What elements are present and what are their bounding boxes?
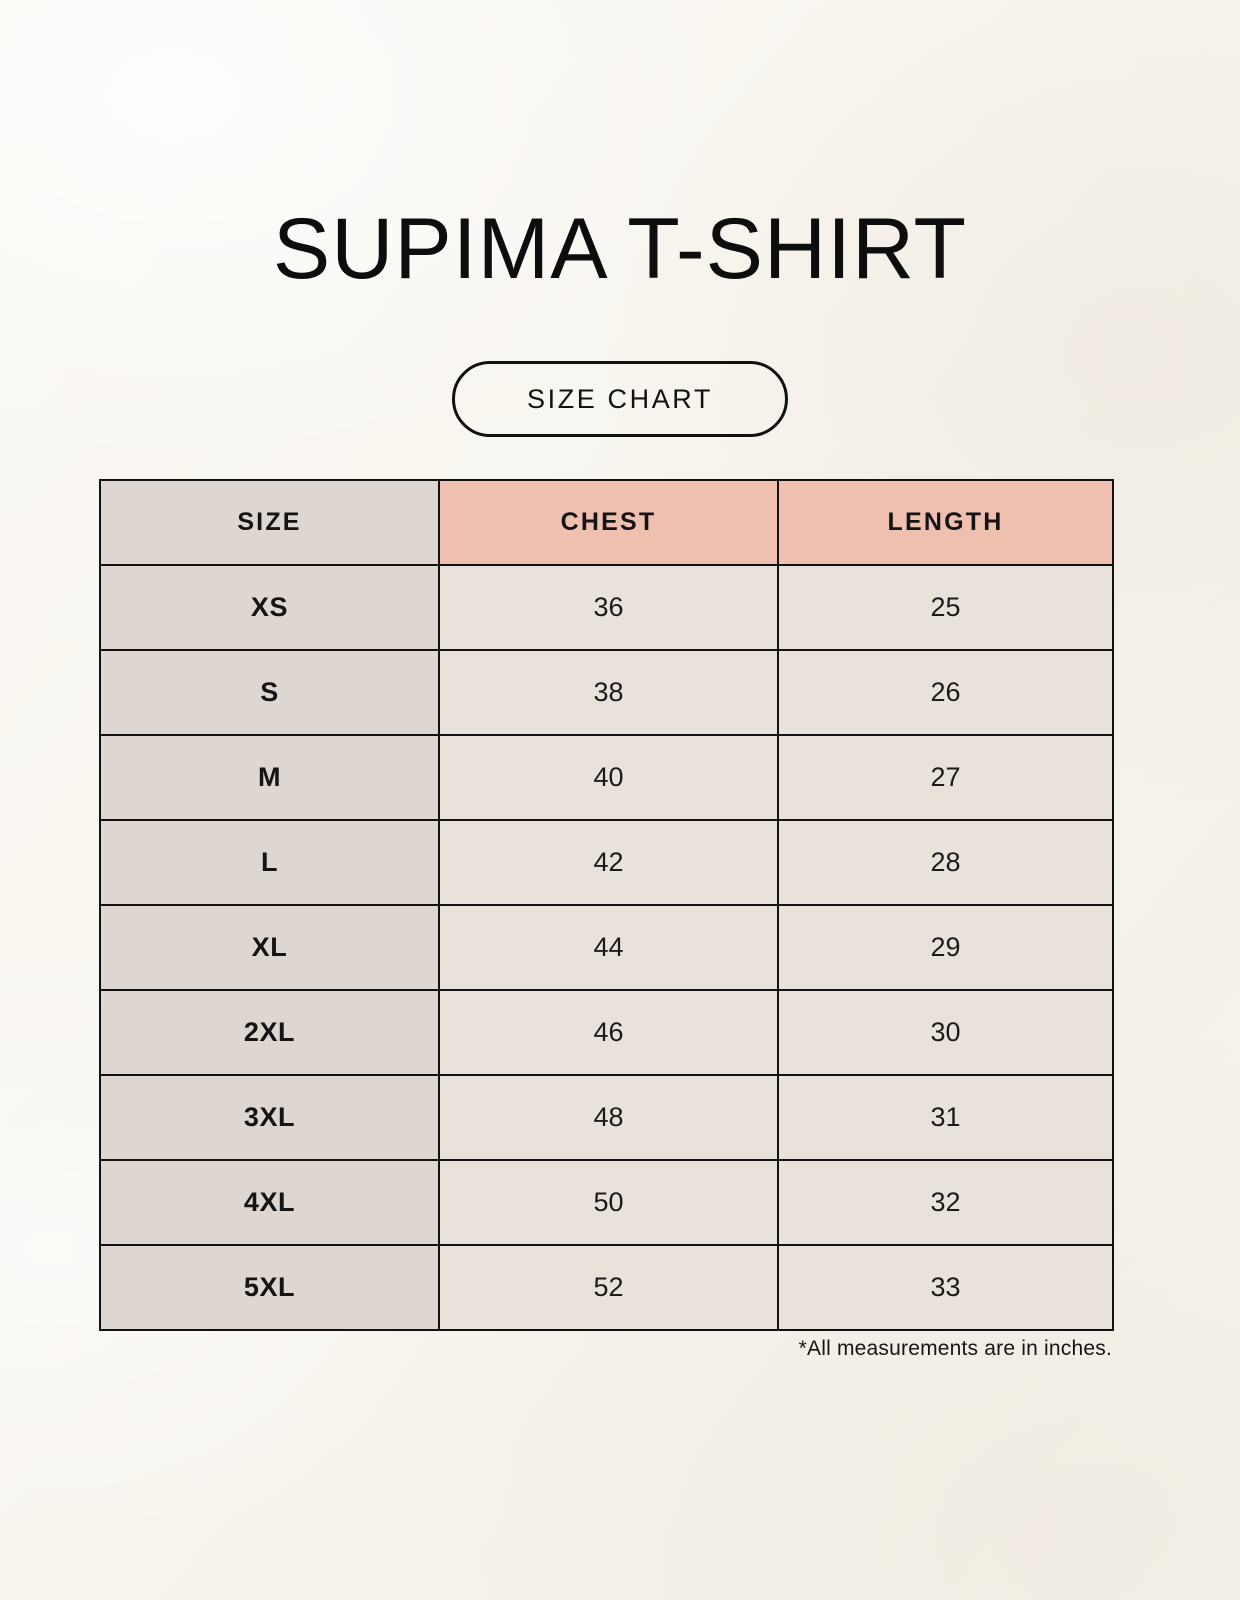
cell-chest: 52 — [438, 1244, 779, 1331]
table-body: XS 36 25 S 38 — [99, 564, 1114, 1331]
column-header-size: SIZE — [99, 479, 440, 566]
size-value: M — [257, 762, 282, 792]
table-row: 5XL 52 33 — [99, 1244, 1114, 1331]
cell-size: 4XL — [99, 1159, 440, 1246]
column-header-length: LENGTH — [777, 479, 1114, 566]
chest-value: 46 — [593, 1017, 624, 1047]
column-header-size-label: SIZE — [237, 508, 302, 536]
cell-size: XL — [99, 904, 440, 991]
length-value: 26 — [930, 677, 961, 707]
column-header-chest-label: CHEST — [560, 508, 657, 536]
table-header: SIZE CHEST LENGTH — [99, 479, 1114, 566]
cell-size: M — [99, 734, 440, 821]
size-table-container: SIZE CHEST LENGTH XS 36 — [99, 479, 1114, 1331]
table-row: 2XL 46 30 — [99, 989, 1114, 1076]
table-row: XL 44 29 — [99, 904, 1114, 991]
size-chart-badge: SIZE CHART — [451, 361, 789, 437]
cell-chest: 36 — [438, 564, 779, 651]
chest-value: 42 — [593, 847, 624, 877]
page-title: SUPIMA T-SHIRT — [272, 201, 968, 297]
chest-value: 48 — [593, 1102, 624, 1132]
size-value: 3XL — [243, 1102, 296, 1132]
cell-length: 33 — [777, 1244, 1114, 1331]
cell-length: 32 — [777, 1159, 1114, 1246]
cell-size: L — [99, 819, 440, 906]
cell-chest: 48 — [438, 1074, 779, 1161]
size-value: XS — [250, 592, 289, 622]
table-row: L 42 28 — [99, 819, 1114, 906]
cell-chest: 38 — [438, 649, 779, 736]
length-value: 31 — [930, 1102, 961, 1132]
cell-size: 2XL — [99, 989, 440, 1076]
cell-size: XS — [99, 564, 440, 651]
cell-chest: 46 — [438, 989, 779, 1076]
cell-length: 26 — [777, 649, 1114, 736]
length-value: 29 — [930, 932, 961, 962]
cell-chest: 40 — [438, 734, 779, 821]
table-row: 4XL 50 32 — [99, 1159, 1114, 1246]
length-value: 25 — [930, 592, 961, 622]
cell-length: 30 — [777, 989, 1114, 1076]
chest-value: 52 — [593, 1272, 624, 1302]
cell-length: 29 — [777, 904, 1114, 991]
cell-chest: 44 — [438, 904, 779, 991]
table-header-row: SIZE CHEST LENGTH — [99, 479, 1114, 566]
size-value: XL — [251, 932, 288, 962]
chest-value: 44 — [593, 932, 624, 962]
cell-length: 25 — [777, 564, 1114, 651]
cell-size: 3XL — [99, 1074, 440, 1161]
cell-length: 27 — [777, 734, 1114, 821]
length-value: 30 — [930, 1017, 961, 1047]
size-value: 5XL — [243, 1272, 296, 1302]
measurement-note: *All measurements are in inches. — [798, 1337, 1112, 1360]
cell-size: 5XL — [99, 1244, 440, 1331]
cell-length: 28 — [777, 819, 1114, 906]
size-chart-badge-label: SIZE CHART — [526, 383, 714, 414]
length-value: 28 — [930, 847, 961, 877]
size-value: L — [260, 847, 279, 877]
table-row: 3XL 48 31 — [99, 1074, 1114, 1161]
size-chart-table: SIZE CHEST LENGTH XS 36 — [99, 479, 1114, 1331]
table-row: S 38 26 — [99, 649, 1114, 736]
chest-value: 40 — [593, 762, 624, 792]
size-value: S — [260, 677, 279, 707]
chest-value: 36 — [593, 592, 624, 622]
length-value: 27 — [930, 762, 961, 792]
size-value: 2XL — [243, 1017, 296, 1047]
cell-length: 31 — [777, 1074, 1114, 1161]
cell-chest: 42 — [438, 819, 779, 906]
chest-value: 38 — [593, 677, 624, 707]
length-value: 32 — [930, 1187, 961, 1217]
table-row: M 40 27 — [99, 734, 1114, 821]
column-header-length-label: LENGTH — [887, 508, 1004, 536]
cell-size: S — [99, 649, 440, 736]
table-row: XS 36 25 — [99, 564, 1114, 651]
cell-chest: 50 — [438, 1159, 779, 1246]
chest-value: 50 — [593, 1187, 624, 1217]
column-header-chest: CHEST — [438, 479, 779, 566]
length-value: 33 — [930, 1272, 961, 1302]
size-value: 4XL — [243, 1187, 296, 1217]
